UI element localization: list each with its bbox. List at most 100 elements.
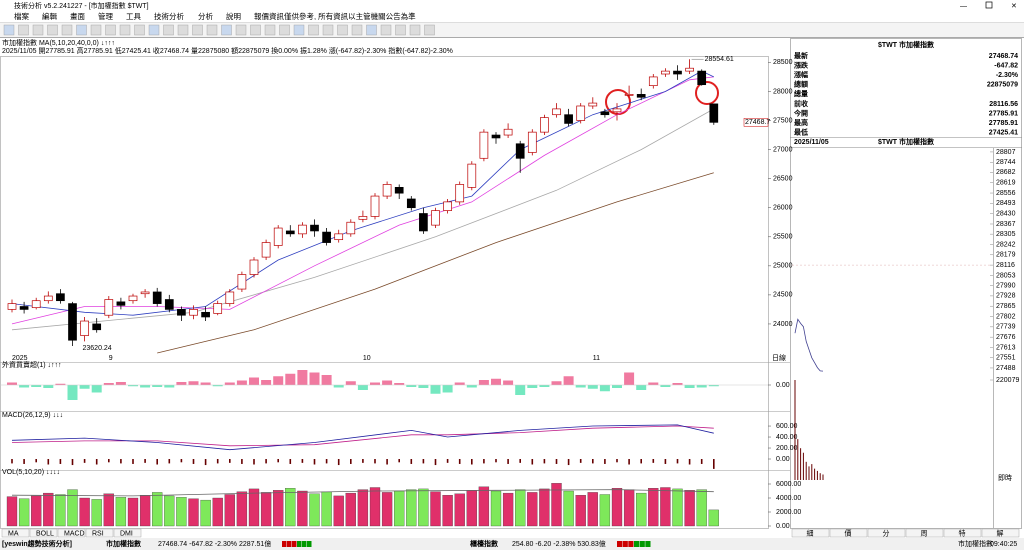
toolbar-button[interactable] bbox=[264, 24, 276, 36]
foreign-bar bbox=[599, 385, 610, 392]
menu-item[interactable]: 分析 bbox=[198, 11, 213, 21]
foreign-bar bbox=[236, 380, 247, 385]
volume-bar bbox=[309, 493, 320, 527]
menu-item[interactable]: 技術分析 bbox=[154, 11, 184, 21]
candle-body bbox=[515, 143, 525, 159]
osc-bar bbox=[325, 459, 328, 464]
status-idx2-quote: 254.80 -6.20 -2.38% 530.83億 bbox=[512, 539, 606, 548]
toolbar-button[interactable] bbox=[293, 24, 305, 36]
status-meter bbox=[645, 541, 651, 547]
toolbar-button[interactable] bbox=[90, 24, 102, 36]
toolbar-button[interactable] bbox=[395, 24, 406, 36]
y-tick-label: 28807 bbox=[996, 149, 1016, 156]
candle-body bbox=[624, 94, 634, 96]
candle-body bbox=[56, 293, 65, 302]
minimize[interactable]: — bbox=[960, 3, 967, 10]
toolbar-button[interactable] bbox=[148, 24, 160, 36]
toolbar-button[interactable] bbox=[322, 24, 334, 36]
side-tab[interactable] bbox=[867, 528, 906, 538]
panel-title: MACD(26,12,9) ↓↓↓ bbox=[2, 412, 63, 419]
y-tick-label: 28116 bbox=[996, 262, 1015, 269]
toolbar-button[interactable] bbox=[163, 24, 174, 36]
toolbar-button[interactable] bbox=[32, 24, 44, 36]
toolbar-button[interactable] bbox=[308, 24, 319, 36]
candle-body bbox=[479, 131, 489, 159]
toolbar-button[interactable] bbox=[380, 24, 392, 36]
volume-bar bbox=[478, 486, 490, 527]
menu-item[interactable]: 工具 bbox=[126, 12, 141, 21]
toolbar-button[interactable] bbox=[134, 24, 145, 36]
high-label: 28554.61 bbox=[705, 56, 734, 63]
osc-bar bbox=[700, 459, 703, 464]
candle-body bbox=[225, 291, 235, 304]
volume-bar bbox=[442, 495, 453, 527]
toolbar-button[interactable] bbox=[279, 24, 290, 36]
y-tick-label: 28430 bbox=[996, 211, 1016, 218]
indicator-tab[interactable] bbox=[113, 528, 142, 538]
menu-item[interactable]: 畫面 bbox=[70, 11, 85, 21]
toolbar-button[interactable] bbox=[409, 24, 421, 36]
osc-bar bbox=[652, 459, 655, 463]
side-tab[interactable] bbox=[905, 528, 944, 538]
maximize[interactable] bbox=[985, 1, 993, 9]
toolbar-button[interactable] bbox=[250, 24, 261, 36]
volume-bar bbox=[67, 489, 78, 527]
toolbar-button[interactable] bbox=[3, 24, 15, 36]
status-meter bbox=[307, 541, 312, 547]
foreign-bar bbox=[478, 380, 489, 385]
side-tab[interactable] bbox=[981, 528, 1020, 538]
toolbar-button[interactable] bbox=[177, 24, 189, 36]
menu-item[interactable]: 報價資訊僅供參考, 所有資訊以主管機關公告為準 bbox=[254, 11, 416, 21]
indicator-tab-label: BOLL bbox=[36, 530, 54, 537]
indicator-tab[interactable] bbox=[57, 528, 86, 538]
chart-info: 2025/11/05 開27785.91 高27785.91 低27425.41… bbox=[2, 46, 453, 55]
side-tab[interactable] bbox=[829, 528, 868, 538]
toolbar-button[interactable] bbox=[206, 24, 218, 36]
toolbar-button[interactable] bbox=[424, 24, 435, 36]
indicator-tab[interactable] bbox=[29, 528, 58, 538]
indicator-tab[interactable] bbox=[1, 528, 30, 538]
menu-item[interactable]: 檔案 bbox=[14, 11, 29, 21]
toolbar-button[interactable] bbox=[192, 24, 203, 36]
low-label: 23620.24 bbox=[83, 345, 112, 352]
candle-body bbox=[455, 184, 465, 203]
osc-bar bbox=[11, 459, 13, 464]
status-idx1: 市加權指數 bbox=[106, 539, 141, 548]
menu-item[interactable]: 管理 bbox=[98, 11, 113, 21]
toolbar-button[interactable] bbox=[235, 24, 247, 36]
close[interactable]: ✕ bbox=[1011, 3, 1017, 10]
toolbar-button[interactable] bbox=[76, 24, 87, 36]
quote-label: 前收 bbox=[794, 99, 809, 108]
y-tick-label: 28682 bbox=[996, 169, 1016, 176]
status-idx1-quote: 27468.74 -647.82 -2.30% 2287.51億 bbox=[158, 539, 271, 548]
side-tab[interactable] bbox=[943, 528, 982, 538]
volume-bar bbox=[297, 490, 308, 527]
menu-item[interactable]: 編輯 bbox=[42, 11, 57, 21]
toolbar-button[interactable] bbox=[105, 24, 116, 36]
y-tick-label: 26500 bbox=[773, 175, 793, 182]
panel-title: 外資買賣超(1) ↓↑↑↑ bbox=[2, 360, 62, 369]
volume-bar bbox=[490, 490, 502, 527]
menu-item[interactable]: 說明 bbox=[226, 11, 241, 21]
toolbar-button[interactable] bbox=[18, 24, 29, 36]
y-tick-label: 27990 bbox=[996, 283, 1016, 290]
toolbar-button[interactable] bbox=[61, 24, 73, 36]
volume-bar bbox=[611, 488, 623, 527]
toolbar-button[interactable] bbox=[47, 24, 58, 36]
osc-bar bbox=[204, 459, 207, 466]
osc-bar bbox=[386, 459, 388, 465]
indicator-tab[interactable] bbox=[85, 528, 114, 538]
status-time: 09:40:25 bbox=[990, 541, 1017, 548]
toolbar-button[interactable] bbox=[366, 24, 377, 36]
toolbar-button[interactable] bbox=[351, 24, 363, 36]
toolbar-button[interactable] bbox=[221, 24, 232, 36]
quote-label: 總量 bbox=[794, 89, 808, 98]
y-tick-label: 24500 bbox=[773, 292, 793, 299]
y-tick-label: 28242 bbox=[996, 241, 1016, 248]
foreign-bar bbox=[587, 385, 598, 389]
intraday-date: 2025/11/05 bbox=[794, 139, 829, 146]
toolbar-button[interactable] bbox=[119, 24, 131, 36]
toolbar-button[interactable] bbox=[337, 24, 348, 36]
side-tab[interactable] bbox=[791, 528, 830, 538]
volume-bar bbox=[672, 488, 683, 527]
